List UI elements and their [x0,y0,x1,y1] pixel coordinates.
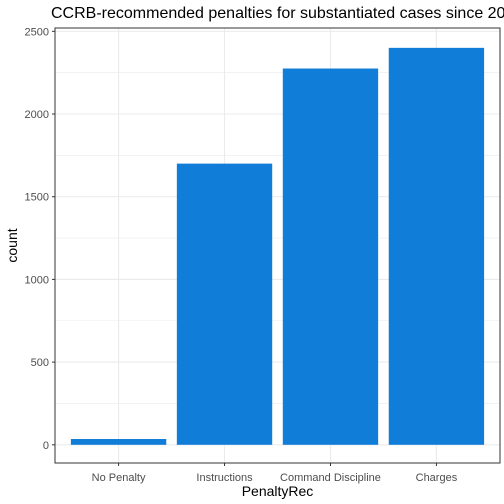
y-tick-label: 1500 [25,192,49,204]
x-tick-label: No Penalty [92,472,146,484]
chart-title: CCRB-recommended penalties for substanti… [51,5,504,22]
y-ticks: 0 500 1000 1500 2000 2500 [25,26,55,452]
x-axis-title: PenaltyRec [242,483,314,499]
bar [282,68,379,445]
y-tick-label: 1000 [25,274,49,286]
y-tick-label: 2500 [25,26,49,38]
bar [388,47,485,445]
x-tick-label: Charges [416,472,458,484]
y-tick-label: 0 [43,440,49,452]
x-tick-label: Command Discipline [280,472,381,484]
y-axis-title: count [4,228,20,262]
x-tick-label: Instructions [196,472,253,484]
y-tick-label: 2000 [25,109,49,121]
bar [176,163,273,445]
bars-layer [70,47,485,445]
panel-border [54,27,501,464]
x-ticks: No Penalty Instructions Command Discipline… [92,463,458,484]
y-tick-label: 500 [31,357,49,369]
bar [70,439,167,445]
